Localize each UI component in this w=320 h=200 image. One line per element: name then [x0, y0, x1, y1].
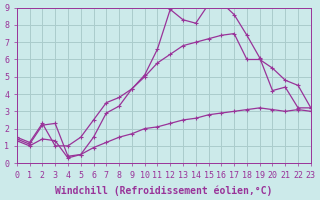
X-axis label: Windchill (Refroidissement éolien,°C): Windchill (Refroidissement éolien,°C) — [55, 185, 273, 196]
